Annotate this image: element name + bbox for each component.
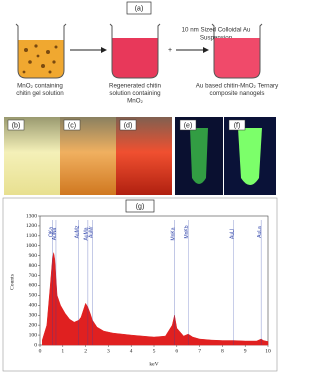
y-tick-label: 200 — [29, 322, 38, 328]
tube-glow — [190, 128, 208, 184]
panel-label: (f) — [234, 122, 241, 129]
caption: chitin gel solution — [16, 90, 64, 97]
x-tick-label: 4 — [130, 348, 133, 354]
label-box — [125, 199, 155, 213]
label-box — [179, 119, 197, 131]
label-box — [126, 1, 152, 15]
y-tick-label: 1000 — [26, 243, 37, 249]
x-tick-label: 2 — [84, 348, 87, 354]
beaker — [15, 23, 67, 79]
y-tick-label: 500 — [29, 293, 38, 299]
tube-glow — [238, 128, 262, 185]
plus-sign: + — [168, 47, 172, 54]
y-tick-label: 400 — [29, 303, 38, 309]
label-box — [228, 119, 246, 131]
y-tick-label: 1200 — [26, 223, 37, 229]
y-tick-label: 300 — [29, 313, 38, 319]
y-tick-label: 600 — [29, 283, 38, 289]
caption: MnO₂ containing — [17, 83, 63, 90]
x-axis-label: keV — [149, 361, 158, 367]
y-tick-label: 1100 — [26, 233, 37, 239]
caption: Regenerated chitin — [109, 83, 161, 90]
panel-label: (g) — [136, 203, 145, 210]
peak-label: AuMa — [84, 227, 90, 240]
y-tick-label: 700 — [29, 273, 38, 279]
label-box — [119, 119, 137, 131]
caption: solution containing — [109, 90, 161, 97]
x-tick-label: 1 — [61, 348, 64, 354]
peak-label: MnKa — [170, 227, 176, 240]
y-tick-label: 900 — [29, 253, 38, 259]
panel-label: (b) — [12, 122, 21, 129]
label-box — [7, 119, 25, 131]
x-tick-label: 9 — [244, 348, 247, 354]
panel-label: (a) — [135, 5, 144, 12]
x-tick-label: 8 — [221, 348, 224, 354]
label-box — [63, 119, 81, 131]
y-tick-label: 1300 — [26, 213, 37, 219]
x-tick-label: 3 — [107, 348, 110, 354]
beaker — [211, 23, 263, 79]
peak-label: AuLl — [230, 229, 236, 239]
beaker — [109, 23, 161, 79]
panel-label: (d) — [124, 122, 133, 129]
y-axis-label: Counts — [9, 274, 15, 290]
x-tick-label: 0 — [39, 348, 42, 354]
x-tick-label: 5 — [153, 348, 156, 354]
x-tick-label: 7 — [198, 348, 201, 354]
y-tick-label: 800 — [29, 263, 38, 269]
peak-label: AuMz — [75, 225, 81, 238]
peak-label: OKa — [48, 227, 54, 237]
x-tick-label: 6 — [175, 348, 178, 354]
peak-label: AuNa — [52, 228, 58, 241]
peak-label: AuMr — [88, 226, 94, 238]
y-tick-label: 100 — [29, 332, 38, 338]
panel-label: (c) — [68, 122, 76, 129]
caption: composite nanogels — [209, 90, 264, 97]
panel-label: (e) — [184, 122, 193, 129]
caption: MnO₂ — [127, 98, 143, 105]
caption: Au based chitin-MnO₂ Ternary — [196, 83, 279, 90]
x-tick-label: 10 — [265, 348, 271, 354]
suspension-text: 10 nm Sized Colloidal Au — [182, 27, 251, 34]
peak-label: AuLa — [257, 226, 263, 238]
y-tick-label: 0 — [34, 342, 37, 348]
peak-label: MnKb — [184, 225, 190, 238]
figure: (a) + 10 nm Sized Colloidal Au Suspensio… — [2, 1, 279, 372]
